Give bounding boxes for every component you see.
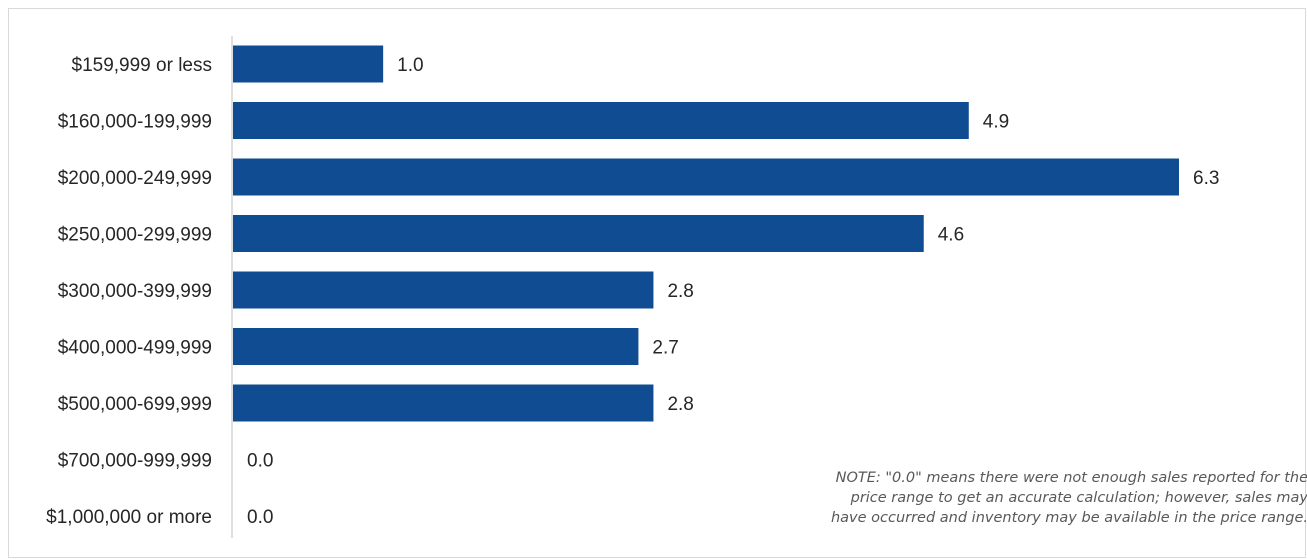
bar [233, 158, 1179, 196]
chart-frame [8, 8, 1306, 558]
bar [233, 45, 384, 83]
category-label: $1,000,000 or more [46, 507, 212, 528]
category-label: $700,000-999,999 [58, 451, 212, 472]
chart-note: NOTE: "0.0" means there were not enough … [830, 470, 1307, 526]
category-label: $160,000-199,999 [58, 112, 212, 133]
category-label: $500,000-699,999 [58, 394, 212, 415]
category-label: $400,000-499,999 [58, 338, 212, 359]
category-labels: $159,999 or less $160,000-199,999 $200,000… [46, 55, 212, 528]
bar [233, 102, 969, 139]
data-label: 1.0 [397, 55, 423, 76]
data-label: 4.6 [938, 225, 964, 246]
bar [233, 215, 924, 252]
bars [233, 45, 1179, 422]
bar [233, 271, 654, 309]
category-label: $159,999 or less [72, 55, 213, 76]
data-label: 6.3 [1193, 168, 1219, 189]
category-label: $250,000-299,999 [58, 225, 212, 246]
category-label: $200,000-249,999 [58, 168, 212, 189]
data-label: 4.9 [983, 112, 1009, 133]
category-label: $300,000-399,999 [58, 281, 212, 302]
data-label: 0.0 [247, 451, 273, 472]
data-label: 0.0 [247, 507, 273, 528]
data-label: 2.7 [652, 338, 678, 359]
bar [233, 384, 654, 422]
data-label: 2.8 [667, 281, 693, 302]
data-label: 2.8 [667, 394, 693, 415]
value-labels: 1.0 4.9 6.3 4.6 2.8 2.7 2.8 0.0 0.0 [247, 55, 1219, 528]
bar [233, 328, 639, 365]
